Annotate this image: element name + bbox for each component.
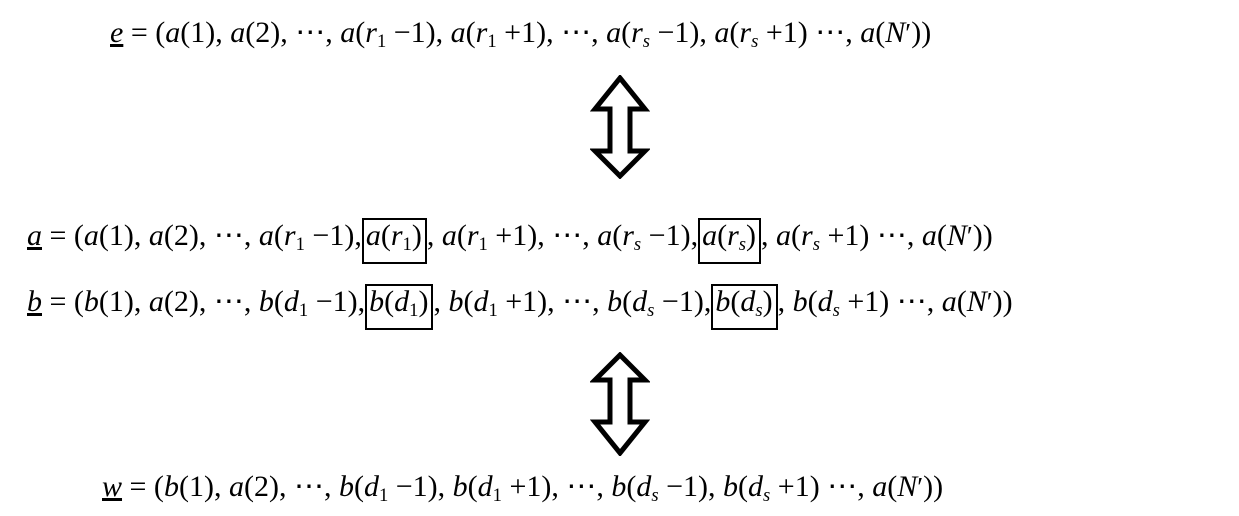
tok: a(2) bbox=[229, 470, 279, 503]
tok: b(ds +1) bbox=[793, 285, 890, 318]
tok: a(N′) bbox=[942, 285, 1003, 318]
tok: a(2) bbox=[149, 285, 199, 318]
tok: a(N′) bbox=[922, 219, 983, 252]
tok: b(d1 −1) bbox=[339, 470, 438, 503]
eq-sign: = ( bbox=[42, 285, 84, 318]
tok: a(r1 −1) bbox=[259, 219, 354, 252]
arrow-up-path bbox=[595, 78, 645, 176]
tok-aNp: a(N′) bbox=[860, 16, 921, 49]
equation-e: e = (a(1), a(2), ⋯, a(r1 −1), a(r1 +1), … bbox=[110, 18, 931, 52]
equation-b: b = (b(1), a(2), ⋯, b(d1 −1),b(d1), b(d1… bbox=[27, 284, 1013, 330]
eq-sign: = ( bbox=[122, 470, 164, 503]
arrow-down-path bbox=[595, 355, 645, 453]
tok-arsp1: a(rs +1) bbox=[714, 16, 807, 49]
boxed-bd1: b(d1) bbox=[365, 284, 433, 330]
cdots: ⋯ bbox=[214, 219, 244, 252]
cdots: ⋯ bbox=[562, 285, 592, 318]
boxed-bds: b(ds) bbox=[711, 284, 777, 330]
var-w: w bbox=[102, 470, 122, 503]
cdots: ⋯ bbox=[294, 470, 324, 503]
boxed-ar1: a(r1) bbox=[362, 218, 427, 264]
cdots: ⋯ bbox=[214, 285, 244, 318]
arrow-down bbox=[590, 352, 650, 456]
cdots: ⋯ bbox=[815, 16, 845, 49]
var-b: b bbox=[27, 285, 42, 318]
equation-a: a = (a(1), a(2), ⋯, a(r1 −1),a(r1), a(r1… bbox=[27, 218, 993, 264]
cdots: ⋯ bbox=[561, 16, 591, 49]
cdots: ⋯ bbox=[827, 470, 857, 503]
tok-a2: a(2) bbox=[230, 16, 280, 49]
cdots: ⋯ bbox=[552, 219, 582, 252]
tok: a(rs +1) bbox=[776, 219, 869, 252]
tok: b(1) bbox=[164, 470, 214, 503]
diagram-stage: e = (a(1), a(2), ⋯, a(r1 −1), a(r1 +1), … bbox=[0, 0, 1239, 516]
tok: a(2) bbox=[149, 219, 199, 252]
tok: b(d1 −1) bbox=[259, 285, 358, 318]
boxed-ars: a(rs) bbox=[698, 218, 761, 264]
tok: b(ds −1) bbox=[607, 285, 704, 318]
cdots: ⋯ bbox=[295, 16, 325, 49]
cdots: ⋯ bbox=[566, 470, 596, 503]
tok: a(r1 +1) bbox=[442, 219, 537, 252]
tok-a1: a(1) bbox=[165, 16, 215, 49]
tok: a(1) bbox=[84, 219, 134, 252]
var-e: e bbox=[110, 16, 123, 49]
cdots: ⋯ bbox=[897, 285, 927, 318]
arrow-up bbox=[590, 75, 650, 179]
cdots: ⋯ bbox=[877, 219, 907, 252]
tok: a(rs −1) bbox=[597, 219, 690, 252]
equation-w: w = (b(1), a(2), ⋯, b(d1 −1), b(d1 +1), … bbox=[102, 472, 943, 506]
var-a: a bbox=[27, 219, 42, 252]
tok-arsm1: a(rs −1) bbox=[606, 16, 699, 49]
tok-ar1m1: a(r1 −1) bbox=[340, 16, 435, 49]
tok: b(d1 +1) bbox=[448, 285, 547, 318]
tok: b(ds −1) bbox=[611, 470, 708, 503]
tok: b(1) bbox=[84, 285, 134, 318]
tok: b(ds +1) bbox=[723, 470, 820, 503]
tok: b(d1 +1) bbox=[453, 470, 552, 503]
tok-ar1p1: a(r1 +1) bbox=[451, 16, 546, 49]
tok: a(N′) bbox=[872, 470, 933, 503]
eq-sign: = ( bbox=[42, 219, 84, 252]
eq-sign: = ( bbox=[123, 16, 165, 49]
